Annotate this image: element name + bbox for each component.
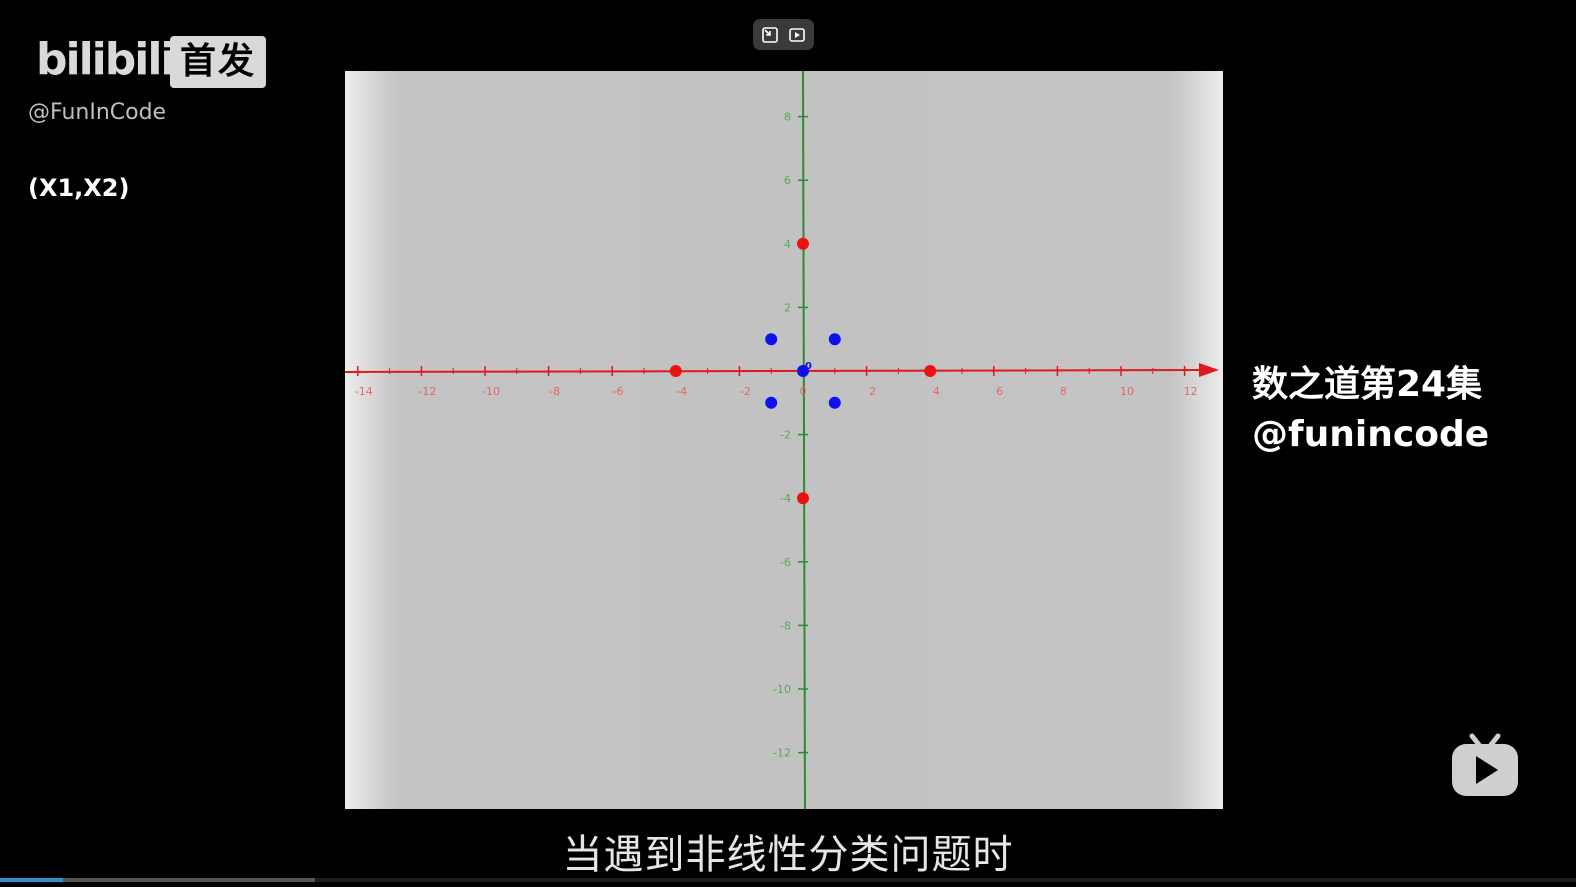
- y-tick-label: -6: [780, 556, 791, 569]
- outer-point: [924, 365, 937, 377]
- plot-canvas: -14 -12 -10 -8 -6 -4 -2 0 2 4 6 8 10 12 8 6 4 2 -2 -4 -6 -8 -1…: [345, 71, 1219, 809]
- y-axis-line: [802, 71, 806, 809]
- y-tick-label: -12: [773, 747, 791, 760]
- progress-bar[interactable]: [0, 878, 1576, 882]
- x-tick-label: 6: [996, 385, 1003, 398]
- inner-point: [828, 333, 841, 346]
- x-tick-label: 0: [800, 385, 807, 398]
- origin-label: 0: [805, 361, 812, 372]
- x-tick-label: -14: [355, 385, 373, 398]
- x-tick-label: 4: [933, 385, 940, 398]
- creator-handle: @FunInCode: [28, 100, 167, 125]
- x-tick-label: -6: [613, 385, 624, 398]
- series-title-block: 数之道第24集 @funincode: [1252, 360, 1489, 460]
- coordinate-label: (X1,X2): [28, 174, 130, 202]
- series-handle: @funincode: [1252, 414, 1490, 455]
- y-tick-label: 8: [784, 111, 791, 124]
- subtitle-caption: 当遇到非线性分类问题时: [562, 832, 1014, 878]
- y-tick-label: -8: [780, 619, 791, 632]
- y-tick-label: 6: [784, 174, 791, 187]
- scatter-plot: -14 -12 -10 -8 -6 -4 -2 0 2 4 6 8 10 12 8 6 4 2 -2 -4 -6 -8 -1…: [345, 71, 1223, 809]
- exit-fullscreen-icon[interactable]: [759, 24, 781, 46]
- x-tick-label: -10: [482, 385, 500, 398]
- y-tick-label: 2: [784, 301, 791, 314]
- inner-point: [765, 333, 778, 346]
- x-tick-label: -12: [418, 385, 436, 398]
- bilibili-logo: bilibili 首发: [30, 30, 270, 130]
- x-tick-label: 12: [1184, 385, 1198, 398]
- inner-point: [828, 396, 841, 409]
- x-tick-label: -4: [676, 385, 687, 398]
- progress-buffer: [63, 878, 316, 882]
- picture-in-picture-icon[interactable]: [786, 24, 808, 46]
- y-tick-label: -4: [780, 492, 791, 505]
- y-tick-label: -10: [773, 683, 791, 696]
- y-tick-label: -2: [780, 429, 791, 442]
- inner-point: [797, 365, 809, 377]
- premiere-badge: 首发: [170, 36, 266, 88]
- outer-point: [797, 237, 809, 250]
- outer-point: [669, 365, 682, 377]
- progress-played: [0, 878, 64, 882]
- x-tick-label: -8: [549, 385, 560, 398]
- logo-wordmark: bilibili: [36, 34, 175, 85]
- bilibili-tv-icon: [1450, 732, 1520, 798]
- x-axis-arrow: [1199, 363, 1219, 377]
- series-title: 数之道第24集: [1252, 364, 1483, 405]
- x-tick-label: 10: [1120, 385, 1134, 398]
- outer-point: [797, 492, 809, 505]
- y-tick-label: 4: [784, 238, 791, 251]
- x-tick-label: 8: [1060, 385, 1067, 398]
- x-axis-line: [345, 369, 1212, 373]
- top-control-bar: [753, 19, 814, 50]
- x-tick-label: 2: [869, 385, 876, 398]
- inner-point: [765, 396, 778, 409]
- x-tick-label: -2: [740, 385, 751, 398]
